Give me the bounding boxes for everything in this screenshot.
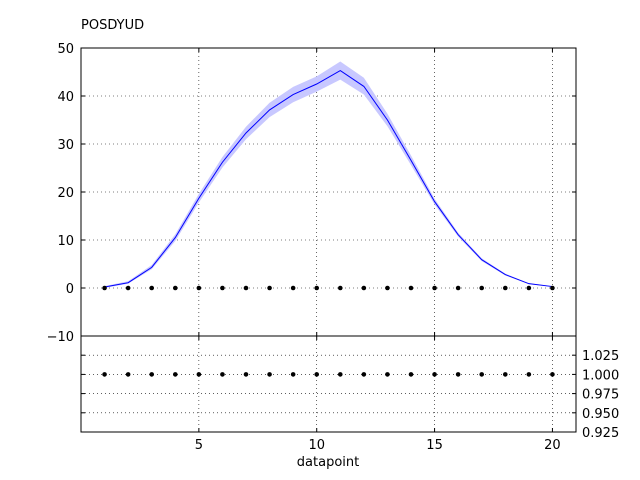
ratio-point — [455, 372, 461, 377]
x-axis-label: datapoint — [297, 455, 359, 470]
data-point — [149, 285, 155, 291]
ratio-y-tick-label: 0.975 — [582, 388, 619, 403]
y-tick-label: −10 — [47, 330, 74, 345]
ratio-y-tick-label: 1.025 — [582, 349, 619, 364]
data-point — [385, 285, 390, 291]
ratio-y-tick-label: 0.950 — [582, 407, 619, 422]
ratio-frame — [80, 335, 577, 433]
ratio-point — [172, 372, 178, 377]
data-point — [408, 285, 414, 291]
ratio-point — [290, 372, 296, 377]
y-tick-label: 40 — [57, 90, 74, 105]
data-point — [290, 285, 296, 291]
ratio-point — [337, 372, 343, 377]
ratio-point — [220, 372, 225, 377]
ratio-point — [243, 372, 249, 377]
x-tick-label: 20 — [544, 438, 561, 453]
chart-title: POSDYUD — [81, 18, 144, 33]
data-point — [479, 285, 485, 291]
y-tick-label: 0 — [66, 282, 74, 297]
data-point — [526, 285, 532, 291]
data-point — [243, 285, 249, 291]
data-point — [172, 285, 178, 291]
ratio-panel: 0.925 0.950 0.975 1.000 1.025 5 10 15 20 — [80, 335, 619, 453]
data-point — [220, 285, 225, 291]
ratio-point — [361, 372, 367, 377]
ratio-point — [550, 372, 555, 377]
ratio-point — [314, 372, 320, 377]
data-point — [502, 285, 508, 291]
y-tick-label: 30 — [57, 138, 74, 153]
data-point — [337, 285, 343, 291]
ratio-point — [526, 372, 532, 377]
data-point — [196, 285, 202, 291]
ratio-point — [196, 372, 202, 377]
data-point — [102, 285, 107, 291]
x-tick-label: 5 — [195, 438, 203, 453]
ratio-point — [267, 372, 272, 377]
ratio-point — [125, 372, 131, 377]
data-point — [267, 285, 272, 291]
ratio-point — [385, 372, 390, 377]
data-point — [361, 285, 367, 291]
y-tick-label: 10 — [57, 234, 74, 249]
data-point — [550, 285, 555, 291]
data-point — [455, 285, 461, 291]
series-line — [104, 69, 553, 288]
ratio-point — [432, 372, 437, 377]
ratio-point — [149, 372, 155, 377]
y-tick-label: 20 — [57, 186, 74, 201]
ratio-point — [479, 372, 485, 377]
ratio-point — [502, 372, 508, 377]
x-tick-label: 10 — [308, 438, 325, 453]
main-panel: −10 0 10 20 30 40 50 — [47, 42, 577, 345]
data-point — [432, 285, 437, 291]
ratio-point — [408, 372, 414, 377]
ratio-y-tick-label: 1.000 — [582, 368, 619, 383]
confidence-band — [104, 61, 553, 288]
ratio-point — [102, 372, 107, 377]
ratio-y-tick-label: 0.925 — [582, 426, 619, 441]
data-point — [125, 285, 131, 291]
data-point — [314, 285, 320, 291]
y-tick-label: 50 — [57, 42, 74, 57]
x-tick-label: 15 — [426, 438, 443, 453]
